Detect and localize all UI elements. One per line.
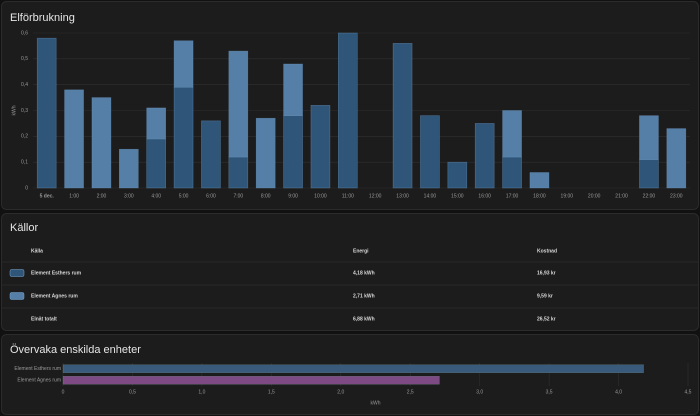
y-tick-label: 0,1 [21, 159, 28, 165]
bar [338, 32, 358, 189]
source-name: Element Agnes rum [31, 293, 78, 299]
bar [173, 40, 194, 88]
card-title: Elförbrukning [10, 12, 75, 24]
bar [474, 123, 495, 189]
source-name: Element Esthers rum [31, 270, 82, 276]
card-title: Källor [10, 222, 38, 234]
bar [201, 120, 221, 189]
table-cell: 2,71 kWh [353, 293, 375, 299]
x-tick-label: 3,0 [476, 389, 483, 395]
bar [36, 37, 57, 189]
table-header: Energi [353, 248, 369, 254]
bar [502, 110, 522, 158]
x-tick-label: 0,5 [129, 389, 136, 395]
bar [146, 107, 166, 140]
y-tick-label: 0,2 [21, 134, 28, 140]
x-tick-label: 9:00 [288, 193, 298, 199]
bar [62, 376, 440, 385]
bar [447, 161, 468, 189]
x-tick-label: 14:00 [424, 193, 437, 199]
x-tick-label: 15:00 [451, 193, 464, 199]
y-axis-label: kWh [11, 105, 17, 115]
x-tick-label: 1,0 [198, 389, 205, 395]
x-tick-label: 4:00 [151, 193, 161, 199]
y-tick-label: 0 [25, 185, 28, 191]
table-total: 26,52 kr [537, 316, 556, 322]
x-tick-label: 4,5 [685, 389, 692, 395]
bar [639, 159, 659, 189]
bar [64, 89, 84, 189]
x-tick-label: 2,5 [407, 389, 414, 395]
x-tick-label: 11:00 [342, 193, 354, 199]
bar [420, 115, 440, 189]
bar [62, 364, 644, 373]
table-cell: 9,59 kr [537, 293, 553, 299]
x-tick-label: 1,5 [268, 389, 275, 395]
x-tick-label: 18:00 [533, 193, 546, 199]
x-tick-label: 6:00 [206, 193, 216, 199]
bar [173, 86, 194, 189]
table-cell: 4,18 kWh [353, 270, 375, 276]
x-tick-label: 17:00 [506, 193, 519, 199]
x-tick-label: 2:00 [97, 193, 107, 199]
x-tick-label: 12:00 [369, 193, 382, 199]
bar [228, 156, 249, 189]
table-cell: 16,93 kr [537, 270, 556, 276]
bar [502, 156, 522, 189]
x-tick-label: 10:00 [314, 193, 327, 199]
x-tick-label: 22:00 [643, 193, 656, 199]
table-header: Källa [31, 248, 43, 254]
y-tick-label: 0,4 [21, 82, 28, 88]
bar [666, 128, 687, 189]
x-tick-label: 13:00 [396, 193, 409, 199]
bar [146, 138, 166, 189]
bar [255, 117, 276, 189]
bar [310, 105, 331, 189]
x-tick-label: 3,5 [546, 389, 553, 395]
table-total: Elnät totalt [31, 316, 57, 322]
table-header: Kostnad [537, 248, 557, 254]
x-tick-label: 8:00 [261, 193, 271, 199]
card [1, 213, 699, 331]
card [1, 334, 699, 415]
x-tick-label: 2,0 [337, 389, 344, 395]
x-tick-label: 23:00 [670, 193, 683, 199]
x-tick-label: 7:00 [233, 193, 243, 199]
card-title: Övervaka enskilda enheter [10, 344, 141, 356]
bar [283, 63, 303, 116]
bar [639, 115, 659, 160]
bar [529, 172, 550, 189]
y-tick-label: Element Esthers rum [14, 366, 61, 372]
x-axis-label: kWh [371, 400, 381, 406]
table-total: 6,88 kWh [353, 316, 375, 322]
x-tick-label: 5:00 [179, 193, 189, 199]
x-tick-label: 4,0 [615, 389, 622, 395]
x-tick-label: 19:00 [561, 193, 574, 199]
x-tick-label: 21:00 [615, 193, 628, 199]
bar [392, 43, 413, 189]
legend-swatch [9, 292, 25, 300]
y-tick-label: 0,6 [21, 30, 28, 36]
x-tick-label: 20:00 [588, 193, 601, 199]
bar [228, 50, 249, 158]
x-tick-label: 3:00 [124, 193, 134, 199]
x-tick-label: 0 [62, 389, 65, 395]
y-tick-label: 0,3 [21, 108, 28, 114]
x-tick-label: 16:00 [478, 193, 491, 199]
x-tick-label: 5 dec. [40, 193, 55, 199]
legend-swatch [9, 269, 25, 277]
y-tick-label: Element Agnes rum [17, 378, 61, 384]
bar [119, 148, 139, 189]
bar [283, 115, 303, 189]
x-tick-label: 1:00 [69, 193, 79, 199]
bar [91, 97, 112, 189]
y-tick-label: 0,5 [21, 56, 28, 62]
